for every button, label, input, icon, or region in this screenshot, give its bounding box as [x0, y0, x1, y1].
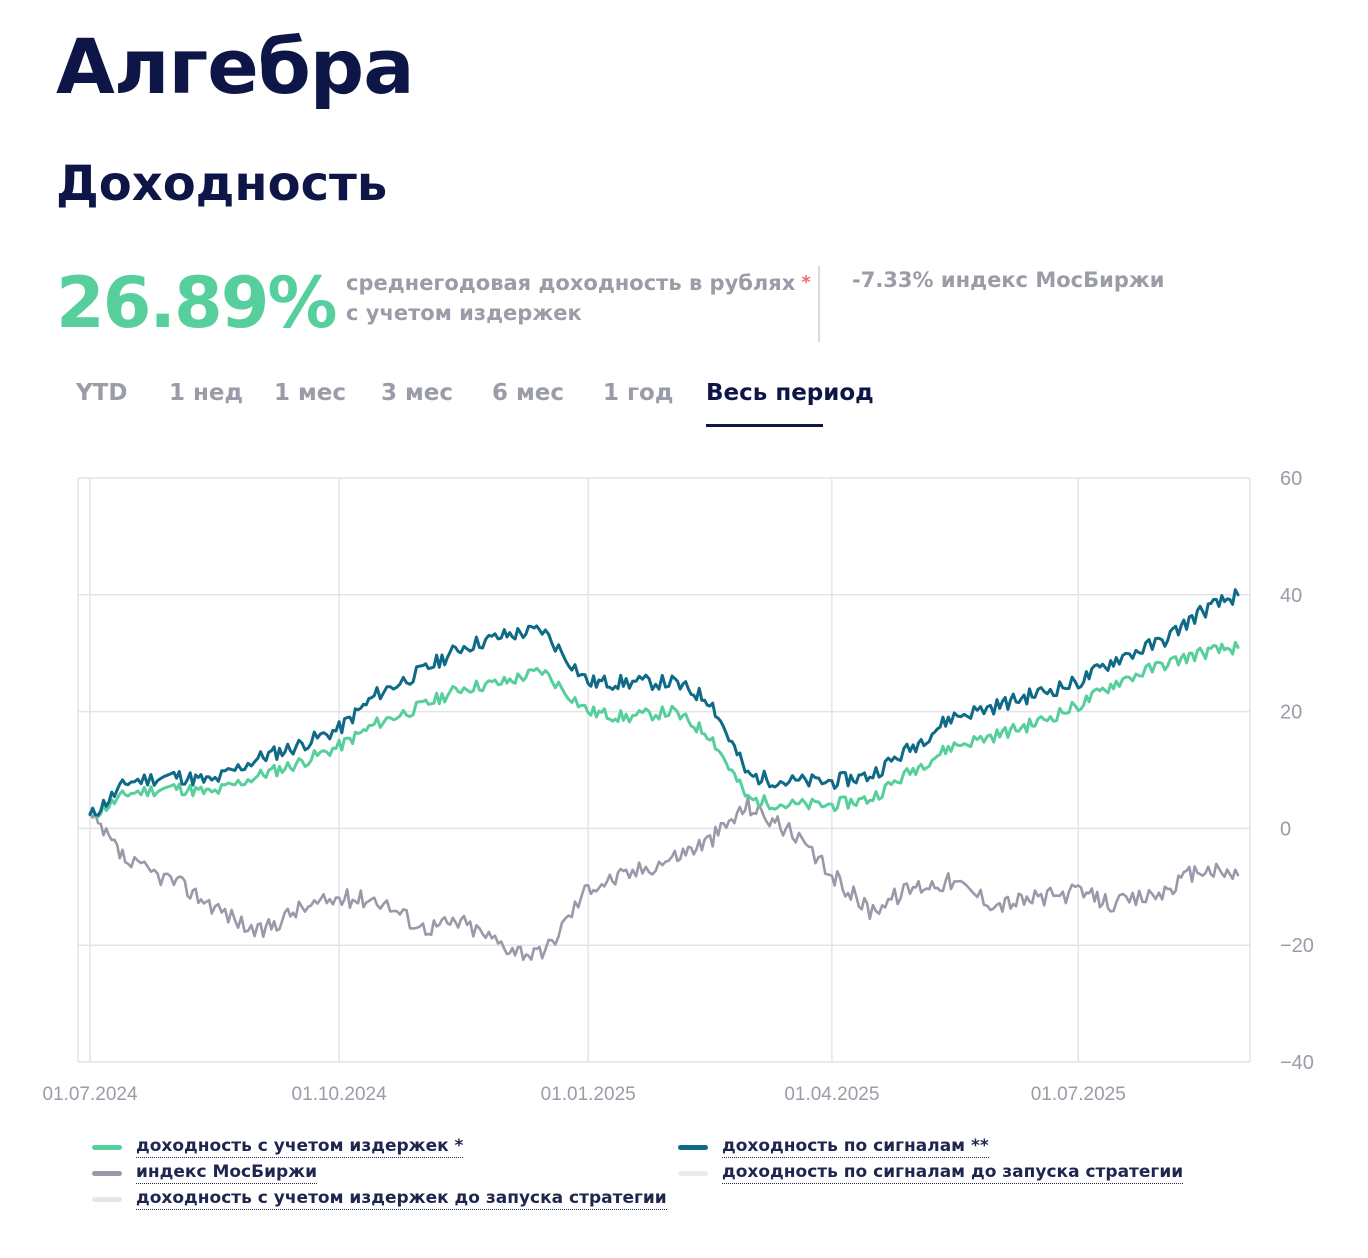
legend-item-net-pre[interactable]: доходность с учетом издержек до запуска … [92, 1188, 667, 1210]
y-tick-label: 20 [1280, 702, 1302, 724]
active-tab-underline [706, 424, 823, 427]
legend-label-signals-pre: доходность по сигналам до запуска страте… [722, 1162, 1184, 1184]
x-tick-label: 01.04.2025 [784, 1084, 879, 1105]
desc-line-2: с учетом издержек [346, 301, 582, 325]
stats-divider [818, 266, 820, 342]
legend-swatch-signals [678, 1144, 708, 1150]
legend-label-net: доходность с учетом издержек * [136, 1136, 464, 1158]
legend-swatch-index [92, 1170, 122, 1176]
tab-3-months[interactable]: 3 мес [381, 380, 454, 406]
returns-chart: 60 40 20 0 −20 −40 01.07.2024 01.10.2024 01.01.2… [42, 468, 1314, 1105]
legend-swatch-net [92, 1144, 122, 1150]
y-tick-label: 0 [1280, 818, 1291, 840]
section-title: Доходность [56, 156, 388, 212]
tab-1-week[interactable]: 1 нед [169, 380, 244, 406]
tab-1-year[interactable]: 1 год [603, 380, 674, 406]
app-title: Алгебра [56, 22, 414, 111]
tab-6-months[interactable]: 6 мес [492, 380, 565, 406]
legend-label-signals: доходность по сигналам ** [722, 1136, 989, 1158]
legend-item-signals-pre[interactable]: доходность по сигналам до запуска страте… [678, 1162, 1184, 1184]
x-tick-label: 01.01.2025 [541, 1084, 636, 1105]
series-line-index [88, 796, 1240, 962]
chart-legend: доходность с учетом издержек * доходност… [92, 1136, 1292, 1226]
y-tick-label: 60 [1280, 468, 1302, 490]
y-tick-label: −40 [1280, 1052, 1314, 1074]
legend-swatch-net-pre [92, 1196, 122, 1202]
tab-all-period[interactable]: Весь период [706, 380, 874, 406]
annual-return-value: 26.89% [56, 262, 338, 344]
legend-item-signals[interactable]: доходность по сигналам ** [678, 1136, 989, 1158]
annual-return-description: среднегодовая доходность в рублях * с уче… [346, 268, 811, 328]
series-line-net [88, 640, 1240, 819]
x-tick-label: 01.10.2024 [292, 1084, 388, 1105]
legend-swatch-signals-pre [678, 1170, 708, 1176]
footnote-star[interactable]: * [801, 272, 811, 293]
index-return-note: -7.33% индекс МосБиржи [852, 268, 1165, 292]
tab-1-month[interactable]: 1 мес [274, 380, 347, 406]
tab-ytd[interactable]: YTD [76, 380, 128, 406]
x-tick-label: 01.07.2024 [42, 1084, 138, 1105]
y-tick-label: −20 [1280, 935, 1314, 957]
legend-label-index: индекс МосБиржи [136, 1162, 317, 1184]
desc-line-1: среднегодовая доходность в рублях [346, 271, 796, 295]
x-tick-label: 01.07.2025 [1031, 1084, 1126, 1105]
y-tick-label: 40 [1280, 585, 1302, 607]
legend-label-net-pre: доходность с учетом издержек до запуска … [136, 1188, 667, 1210]
legend-item-net[interactable]: доходность с учетом издержек * [92, 1136, 464, 1158]
legend-item-index[interactable]: индекс МосБиржи [92, 1162, 317, 1184]
series-line-signals [88, 588, 1240, 817]
